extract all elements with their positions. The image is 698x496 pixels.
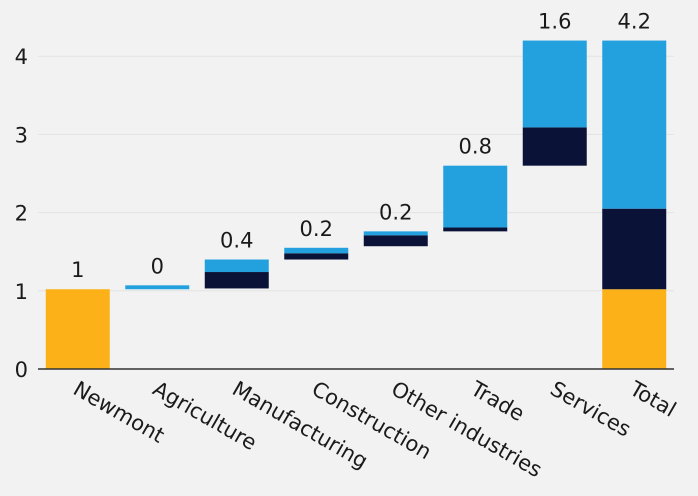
bar-segment (125, 285, 190, 290)
bar-segment (363, 231, 428, 236)
data-labels: 1 0 0.4 0.2 0.2 0.8 1.6 4.2 (71, 10, 651, 283)
bar-segment (602, 40, 667, 209)
y-tick-label: 0 (15, 358, 28, 382)
bar-segment (522, 127, 587, 166)
y-tick-label: 2 (15, 202, 28, 226)
x-tick-label: Services (546, 377, 635, 442)
bar-segment (443, 165, 508, 228)
data-label: 0 (151, 254, 164, 278)
x-tick-label: Manufacturing (228, 377, 372, 474)
bar-segment (204, 259, 269, 273)
x-tick-label: Trade (466, 376, 529, 426)
data-label: 0.4 (220, 229, 253, 253)
x-axis-categories: NewmontAgricultureManufacturingConstruct… (69, 376, 680, 482)
y-tick-label: 3 (15, 123, 28, 147)
bar-segment (45, 289, 110, 369)
bar-segment (363, 235, 428, 247)
y-tick-label: 1 (15, 280, 28, 304)
y-axis-ticks: 0 1 2 3 4 (15, 45, 28, 382)
data-label: 0.8 (459, 135, 492, 159)
data-label: 0.2 (379, 200, 412, 224)
y-tick-label: 4 (15, 45, 28, 69)
bar-segment (204, 272, 269, 289)
data-label: 4.2 (618, 10, 651, 34)
bars (45, 40, 667, 369)
bar-segment (522, 40, 587, 128)
bar-segment (602, 289, 667, 369)
data-label: 1.6 (538, 10, 571, 34)
bar-segment (284, 247, 349, 254)
bar-segment (602, 208, 667, 290)
x-tick-label: Total (625, 376, 680, 422)
bar-segment (443, 227, 508, 232)
data-label: 1 (71, 258, 84, 282)
data-label: 0.2 (300, 217, 333, 241)
bar-segment (284, 253, 349, 260)
